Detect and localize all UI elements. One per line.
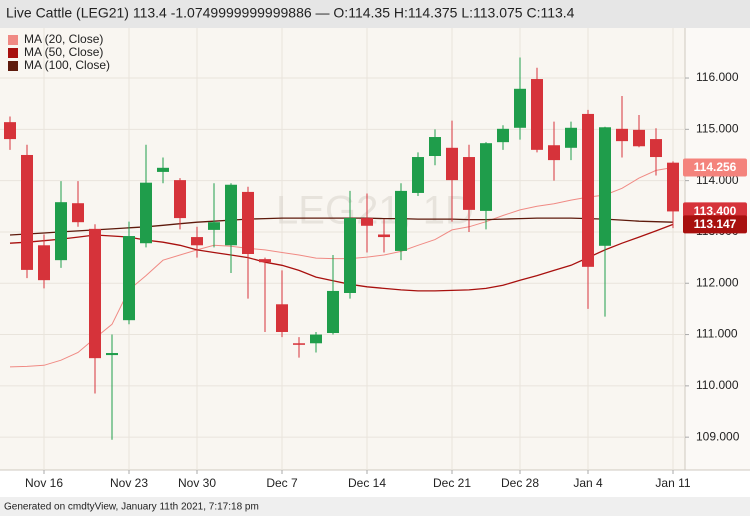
candle-body — [259, 259, 271, 263]
candle-body — [548, 145, 560, 161]
candle-body — [582, 113, 594, 267]
candle-body — [72, 203, 84, 223]
candle-body — [55, 202, 67, 261]
candle-body — [140, 182, 152, 244]
x-tick-label: Nov 30 — [178, 476, 216, 490]
x-tick-label: Dec 21 — [433, 476, 471, 490]
candle-body — [395, 190, 407, 251]
candle-body — [463, 157, 475, 210]
candle-body — [327, 290, 339, 334]
watermark: LEG21, 1D — [276, 189, 474, 233]
y-axis-area — [685, 28, 750, 470]
plot-area — [0, 28, 685, 470]
candle-body — [21, 154, 33, 270]
y-tick-label: 116.000 — [696, 70, 739, 84]
candle-body — [599, 127, 611, 246]
price-label-box — [683, 158, 747, 177]
price-label: 113.147 — [694, 217, 737, 231]
candle-body — [446, 147, 458, 181]
candle-body — [565, 127, 577, 148]
y-tick-label: 110.000 — [696, 378, 739, 392]
y-tick-label: 112.000 — [696, 275, 739, 289]
candle-body — [650, 139, 662, 158]
chart-title: Live Cattle (LEG21) 113.4 -1.07499999999… — [6, 5, 575, 21]
candle-body — [497, 128, 509, 143]
legend-swatch — [8, 35, 18, 45]
candle-body — [429, 137, 441, 157]
candle-body — [531, 79, 543, 150]
ma-lines — [9, 167, 674, 368]
legend-label: MA (100, Close) — [24, 58, 110, 72]
candle-body — [89, 228, 101, 359]
x-tick-label: Dec 7 — [266, 476, 298, 490]
candle-body — [276, 304, 288, 332]
price-label-box — [683, 215, 747, 234]
y-tick-label: 109.000 — [696, 429, 740, 443]
candle-body — [378, 234, 390, 238]
x-tick-label: Nov 16 — [25, 476, 63, 490]
candle-body — [344, 218, 356, 293]
price-label: 114.256 — [694, 160, 737, 174]
candle-body — [480, 143, 492, 211]
y-tick-label: 111.000 — [696, 327, 738, 341]
y-tick-label: 115.000 — [696, 122, 739, 136]
candle-body — [4, 122, 16, 140]
candle-body — [361, 218, 373, 226]
candle-body — [310, 334, 322, 344]
x-tick-label: Dec 28 — [501, 476, 539, 490]
candle-body — [412, 157, 424, 193]
candle-body — [293, 343, 305, 345]
candle-body — [667, 162, 679, 212]
candle-body — [38, 245, 50, 281]
legend-label: MA (50, Close) — [24, 45, 103, 59]
candle-body — [514, 88, 526, 128]
ma-line — [9, 217, 674, 236]
candle-body — [225, 184, 237, 246]
candle-body — [106, 353, 118, 356]
footer-bar — [0, 497, 750, 516]
legend-swatch — [8, 61, 18, 71]
x-tick-label: Dec 14 — [348, 476, 386, 490]
legend-label: MA (20, Close) — [24, 32, 103, 46]
candle-body — [633, 129, 645, 147]
ma-line — [9, 167, 674, 368]
candle-body — [242, 191, 254, 255]
ma-line — [9, 223, 674, 292]
candle-body — [174, 180, 186, 219]
candle-body — [616, 128, 628, 142]
x-tick-label: Nov 23 — [110, 476, 148, 490]
x-tick-label: Jan 11 — [655, 476, 690, 490]
candle-body — [157, 167, 169, 172]
legend-swatch — [8, 48, 18, 58]
price-label: 113.400 — [694, 204, 737, 218]
candle-body — [191, 237, 203, 246]
x-tick-label: Jan 4 — [573, 476, 603, 490]
header-bar — [0, 0, 750, 28]
candle-body — [123, 236, 135, 321]
candle-body — [208, 222, 220, 230]
footer: Generated on cmdtyView, January 11th 202… — [4, 502, 259, 513]
